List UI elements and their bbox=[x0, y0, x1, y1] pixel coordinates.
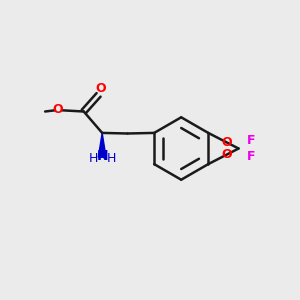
Text: N: N bbox=[96, 149, 108, 163]
Text: O: O bbox=[221, 148, 232, 161]
Text: H: H bbox=[106, 152, 116, 165]
Text: O: O bbox=[95, 82, 106, 95]
Text: O: O bbox=[221, 136, 232, 149]
Text: F: F bbox=[247, 150, 255, 163]
Text: F: F bbox=[247, 134, 255, 147]
Polygon shape bbox=[98, 133, 106, 157]
Text: H: H bbox=[88, 152, 98, 165]
Text: O: O bbox=[52, 103, 63, 116]
